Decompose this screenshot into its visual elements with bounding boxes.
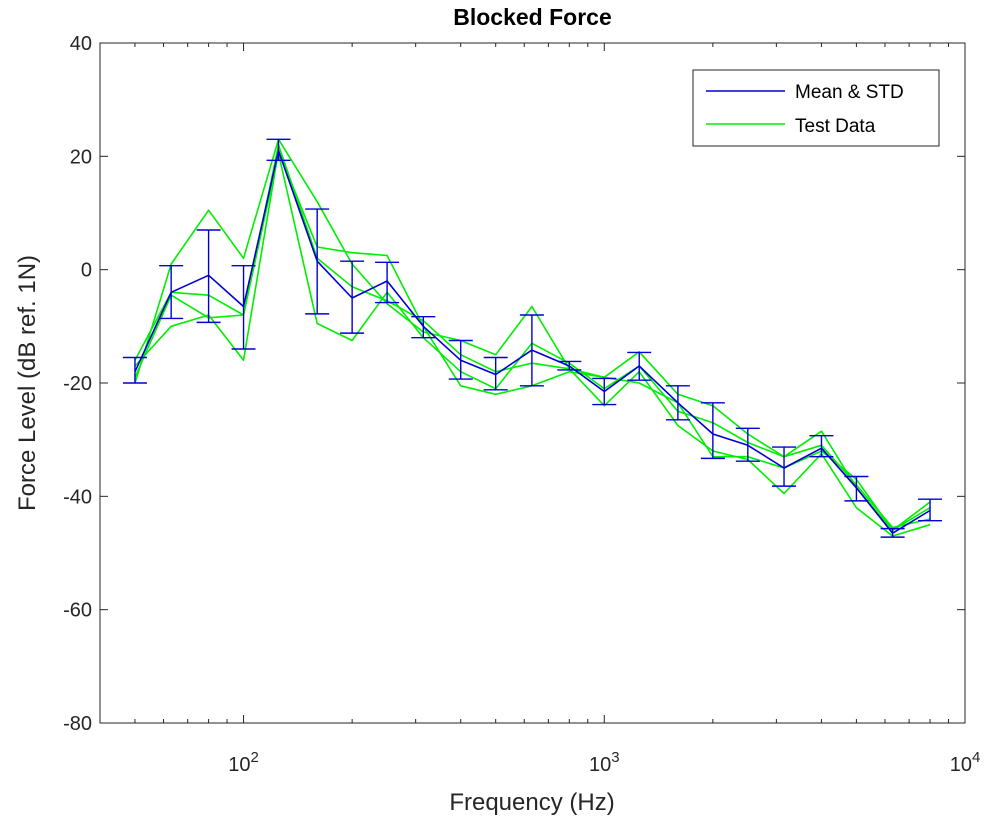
legend-test-label: Test Data — [795, 116, 876, 137]
test-data-line — [134, 138, 931, 532]
x-tick-label: 103 — [589, 749, 620, 776]
y-tick-label: 20 — [70, 146, 92, 168]
y-tick-label: -40 — [63, 486, 92, 508]
chart-title: Blocked Force — [453, 4, 612, 30]
legend-mean-label: Mean & STD — [795, 82, 904, 103]
axes: -80 -60 -40 -20 0 20 40 102 103 104 — [63, 33, 980, 776]
y-axis-label: Force Level (dB ref. 1N) — [14, 255, 41, 511]
x-axis-label: Frequency (Hz) — [449, 789, 614, 816]
mean-line — [134, 149, 931, 535]
y-tick-label: 0 — [81, 260, 92, 282]
legend-box — [692, 69, 940, 147]
mean-std-series-group — [122, 138, 943, 538]
x-tick-label: 104 — [950, 749, 981, 776]
x-tick-label: 102 — [228, 749, 259, 776]
y-tick-label: -20 — [63, 373, 92, 395]
y-tick-label: -60 — [63, 600, 92, 622]
legend: Mean & STD Test Data — [692, 69, 940, 147]
y-tick-label: 40 — [70, 33, 92, 55]
y-tick-label: -80 — [63, 713, 92, 735]
